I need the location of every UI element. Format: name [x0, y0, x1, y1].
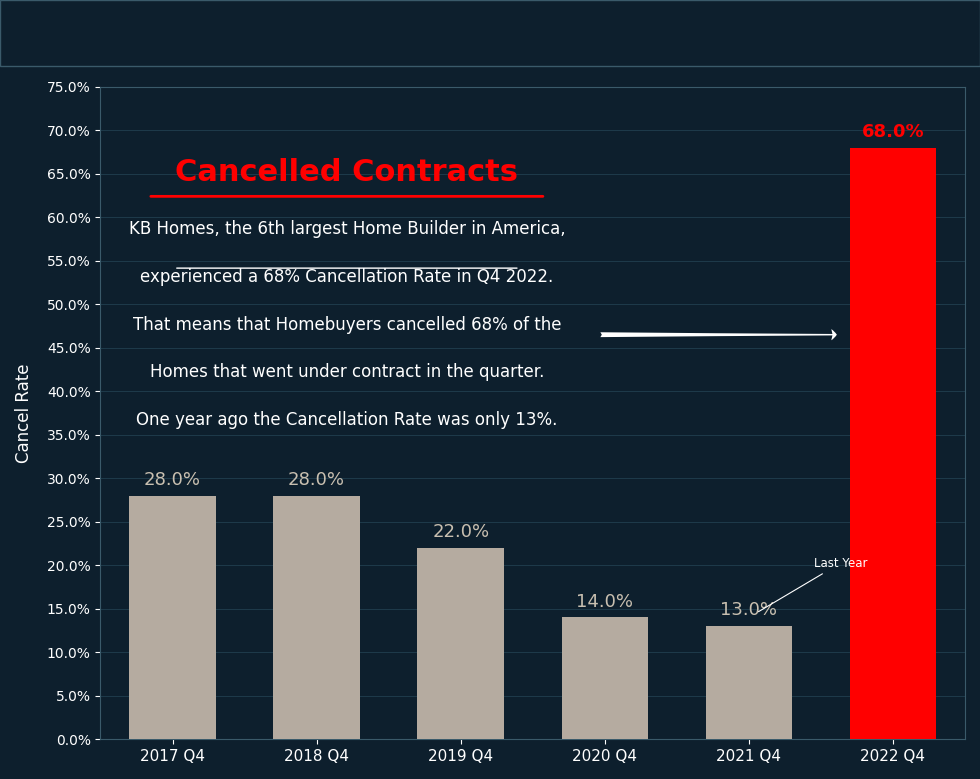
Text: % of Gross Orders Cancelled for KB Homes (Source: SEC Filings): % of Gross Orders Cancelled for KB Homes… [294, 41, 784, 55]
Text: CONSULTING: CONSULTING [34, 37, 110, 51]
Text: Cancelled Contracts: Cancelled Contracts [175, 158, 518, 188]
Bar [417, 548, 504, 739]
Text: Last Year: Last Year [759, 557, 867, 612]
Text: 68.0%: 68.0% [861, 122, 924, 141]
Text: That means that Homebuyers cancelled 68% of the: That means that Homebuyers cancelled 68%… [132, 315, 562, 333]
Text: experienced a 68% Cancellation Rate in Q4 2022.: experienced a 68% Cancellation Rate in Q… [140, 268, 554, 286]
Bar [129, 495, 216, 739]
Text: re:venture: re:venture [20, 19, 136, 38]
Text: 13.0%: 13.0% [720, 601, 777, 619]
Text: 14.0%: 14.0% [576, 593, 633, 611]
Text: Homebuyer Cancellation Rate: Homebuyer Cancellation Rate [328, 22, 750, 46]
Bar [273, 495, 360, 739]
Text: 28.0%: 28.0% [144, 471, 201, 488]
Bar [706, 626, 792, 739]
Text: KB Homes, the 6th largest Home Builder in America,: KB Homes, the 6th largest Home Builder i… [128, 220, 565, 238]
Text: 22.0%: 22.0% [432, 523, 489, 541]
Y-axis label: Cancel Rate: Cancel Rate [15, 363, 33, 463]
Bar [850, 148, 936, 739]
Bar [562, 618, 648, 739]
Text: Homes that went under contract in the quarter.: Homes that went under contract in the qu… [150, 363, 544, 382]
Text: One year ago the Cancellation Rate was only 13%.: One year ago the Cancellation Rate was o… [136, 411, 558, 429]
Text: 28.0%: 28.0% [288, 471, 345, 488]
